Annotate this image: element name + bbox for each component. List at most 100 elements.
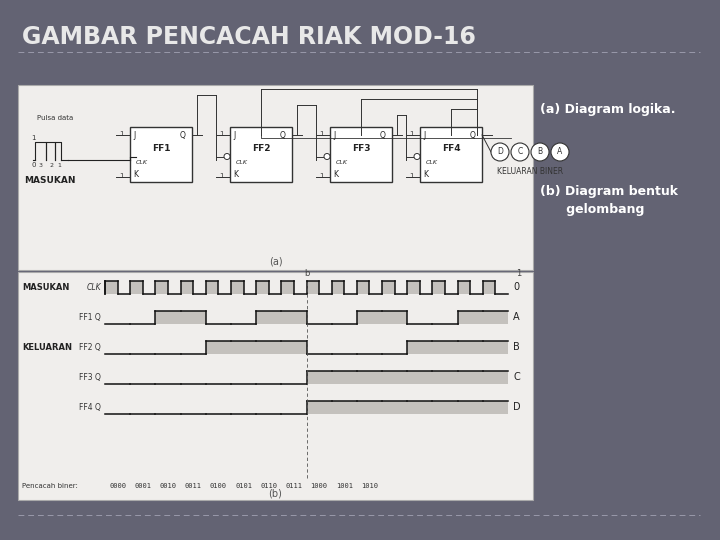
Text: CLK: CLK — [236, 159, 248, 165]
Bar — [408, 401, 433, 414]
Text: C: C — [513, 373, 520, 382]
Text: CLK: CLK — [336, 159, 348, 165]
Bar — [332, 281, 344, 294]
Text: A: A — [557, 147, 562, 157]
Text: D: D — [497, 147, 503, 157]
Text: 1: 1 — [57, 163, 61, 168]
Bar — [458, 341, 483, 354]
Bar — [282, 281, 294, 294]
Bar — [230, 127, 292, 182]
Text: (a) Diagram logika.: (a) Diagram logika. — [540, 104, 675, 117]
Text: A: A — [513, 313, 520, 322]
Text: FF3: FF3 — [352, 144, 370, 153]
Text: K: K — [233, 170, 238, 179]
Bar — [307, 401, 332, 414]
Circle shape — [531, 143, 549, 161]
Text: FF3 Q: FF3 Q — [79, 373, 101, 382]
Text: J: J — [333, 131, 336, 140]
Bar — [256, 281, 269, 294]
Text: 0001: 0001 — [135, 483, 151, 489]
Text: 1: 1 — [119, 173, 124, 179]
Text: Q: Q — [180, 131, 186, 140]
Text: Pencacah biner:: Pencacah biner: — [22, 483, 78, 489]
Text: Pulsa data: Pulsa data — [37, 115, 73, 121]
Text: 1: 1 — [319, 173, 323, 179]
Text: 1: 1 — [219, 173, 223, 179]
Bar — [156, 281, 168, 294]
Text: 1: 1 — [219, 131, 223, 137]
Bar — [483, 281, 495, 294]
Circle shape — [551, 143, 569, 161]
Text: J: J — [233, 131, 235, 140]
Bar — [483, 401, 508, 414]
Circle shape — [414, 153, 420, 159]
Bar — [105, 281, 117, 294]
Text: 1: 1 — [31, 135, 35, 141]
Text: 0000: 0000 — [109, 483, 126, 489]
Bar — [433, 371, 458, 384]
Bar — [130, 281, 143, 294]
Circle shape — [324, 153, 330, 159]
Text: J: J — [423, 131, 426, 140]
Text: 0110: 0110 — [260, 483, 277, 489]
Text: FF1: FF1 — [152, 144, 170, 153]
Text: (b) Diagram bentuk
      gelombang: (b) Diagram bentuk gelombang — [540, 185, 678, 215]
Bar — [18, 85, 533, 270]
Bar — [483, 341, 508, 354]
Text: 0101: 0101 — [235, 483, 252, 489]
Text: MASUKAN: MASUKAN — [22, 283, 69, 292]
Bar — [408, 281, 420, 294]
Text: 1: 1 — [516, 269, 521, 278]
Text: FF4 Q: FF4 Q — [79, 403, 101, 412]
Text: D: D — [513, 402, 521, 413]
Text: 0: 0 — [513, 282, 519, 293]
Bar — [408, 341, 433, 354]
Text: KELUARAN BINER: KELUARAN BINER — [497, 167, 563, 176]
Bar — [156, 311, 181, 324]
Bar — [256, 341, 282, 354]
Bar — [458, 311, 483, 324]
Bar — [206, 341, 231, 354]
Text: GAMBAR PENCACAH RIAK MOD-16: GAMBAR PENCACAH RIAK MOD-16 — [22, 25, 476, 49]
Text: 0011: 0011 — [184, 483, 202, 489]
Bar — [332, 401, 357, 414]
Text: 3: 3 — [39, 163, 43, 168]
Text: FF2 Q: FF2 Q — [79, 343, 101, 352]
Text: MASUKAN: MASUKAN — [24, 176, 76, 185]
Bar — [458, 371, 483, 384]
Text: Q: Q — [470, 131, 476, 140]
Bar — [483, 311, 508, 324]
Bar — [357, 401, 382, 414]
Bar — [420, 127, 482, 182]
Text: FF4: FF4 — [441, 144, 460, 153]
Bar — [130, 127, 192, 182]
Text: (b): (b) — [269, 488, 282, 498]
Text: K: K — [423, 170, 428, 179]
Circle shape — [224, 153, 230, 159]
Bar — [382, 401, 408, 414]
Text: FF2: FF2 — [252, 144, 270, 153]
Circle shape — [491, 143, 509, 161]
Text: Q: Q — [280, 131, 286, 140]
Bar — [307, 371, 332, 384]
Text: 0010: 0010 — [159, 483, 176, 489]
Bar — [307, 281, 319, 294]
Bar — [458, 401, 483, 414]
Text: CLK: CLK — [136, 159, 148, 165]
Bar — [282, 341, 307, 354]
Bar — [382, 311, 408, 324]
Bar — [382, 281, 395, 294]
Text: 1: 1 — [409, 173, 413, 179]
Bar — [357, 281, 369, 294]
Bar — [483, 371, 508, 384]
Bar — [408, 371, 433, 384]
Text: K: K — [333, 170, 338, 179]
Text: K: K — [133, 170, 138, 179]
Text: CLK: CLK — [86, 283, 101, 292]
Bar — [357, 311, 382, 324]
Text: 1000: 1000 — [310, 483, 328, 489]
Bar — [256, 311, 282, 324]
Bar — [433, 281, 445, 294]
Text: 0: 0 — [31, 162, 35, 168]
Bar — [433, 341, 458, 354]
